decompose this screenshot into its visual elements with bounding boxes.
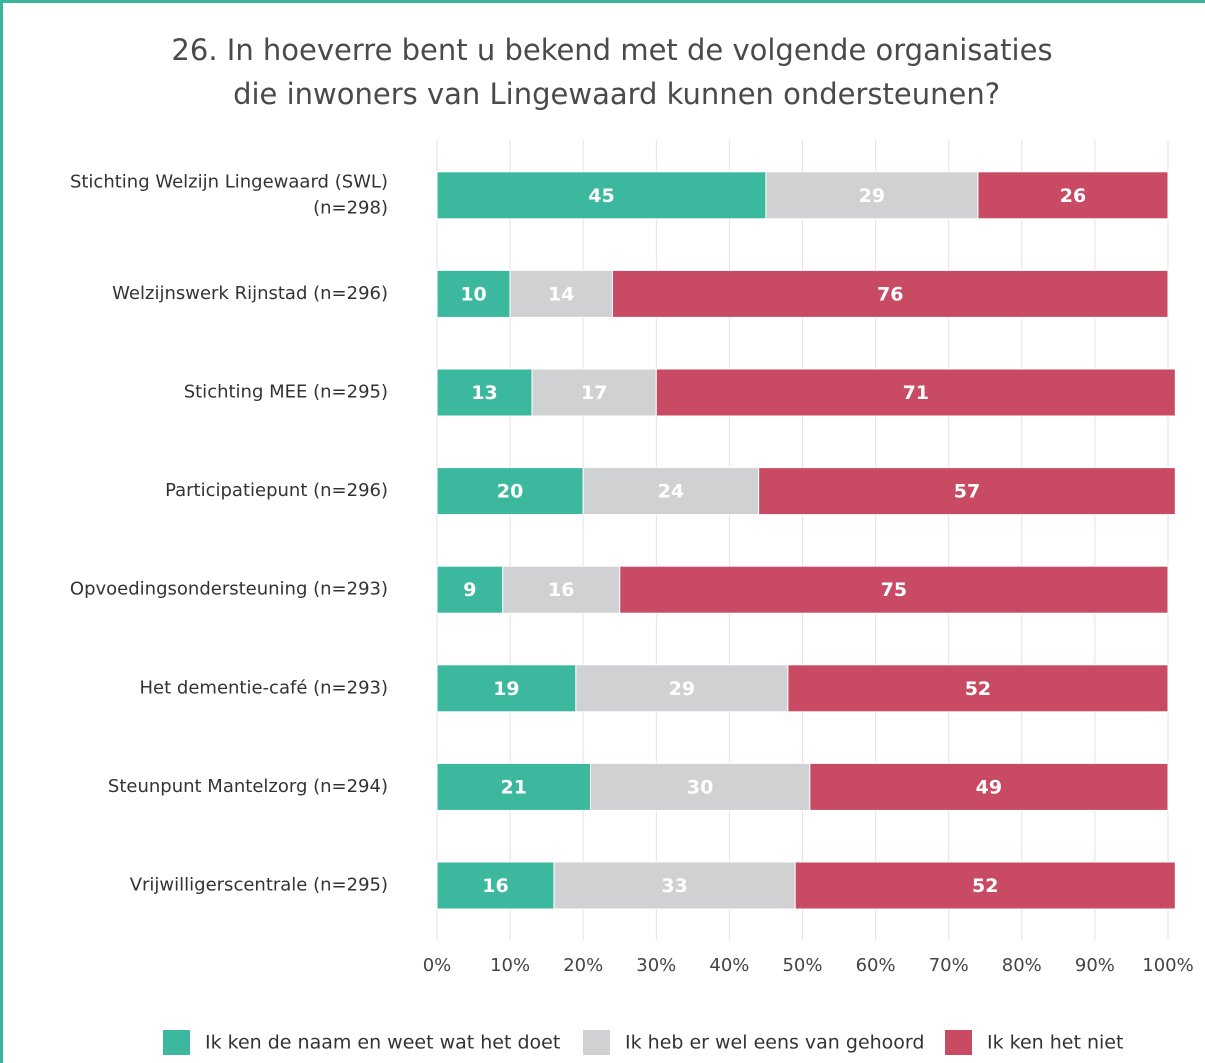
bar-segment <box>575 664 789 713</box>
x-tick-label: 40% <box>709 955 749 976</box>
x-tick-label: 10% <box>490 955 530 976</box>
value-label: 24 <box>658 481 684 503</box>
x-tick-label: 70% <box>929 955 969 976</box>
chart-title: 26. In hoeverre bent u bekend met de vol… <box>171 33 1052 111</box>
bar-segment <box>436 664 577 713</box>
bar-segment <box>436 861 555 910</box>
category-label: Participatiepunt (n=296) <box>165 480 388 501</box>
category-label: Het dementie-café (n=293) <box>140 677 388 698</box>
category-label: Vrijwilligerscentrale (n=295) <box>130 875 388 896</box>
x-tick-label: 80% <box>1002 955 1042 976</box>
value-label: 16 <box>548 579 574 601</box>
bar-segment <box>436 565 504 614</box>
value-label: 19 <box>493 678 519 700</box>
value-label: 30 <box>687 776 713 798</box>
bar-segment <box>794 861 1176 910</box>
bar-segment <box>619 565 1169 614</box>
x-tick-label: 0% <box>423 955 452 976</box>
bar-segment <box>590 762 811 811</box>
bar-segment <box>436 467 584 516</box>
value-label: 20 <box>497 481 523 503</box>
value-label: 13 <box>471 382 497 404</box>
value-label: 76 <box>877 283 903 305</box>
bar-segment <box>436 368 533 417</box>
value-label: 14 <box>548 283 574 305</box>
value-label: 29 <box>859 185 885 207</box>
bar-segment <box>758 467 1176 516</box>
value-label: 45 <box>588 185 614 207</box>
value-label: 49 <box>976 776 1002 798</box>
bar-segment <box>582 467 760 516</box>
x-tick-label: 90% <box>1075 955 1115 976</box>
grid <box>436 140 1169 940</box>
category-label: Steunpunt Mantelzorg (n=294) <box>108 776 388 797</box>
value-label: 10 <box>460 283 486 305</box>
value-label: 52 <box>965 678 991 700</box>
bar-segment <box>655 368 1176 417</box>
bar-segment <box>977 171 1169 220</box>
value-label: 71 <box>903 382 929 404</box>
bar-segment <box>553 861 796 910</box>
legend-swatch <box>163 1030 190 1055</box>
bar-segment <box>436 171 767 220</box>
x-tick-label: 30% <box>636 955 676 976</box>
value-label: 29 <box>669 678 695 700</box>
legend-swatch <box>945 1030 972 1055</box>
category-label: Welzijnswerk Rijnstad (n=296) <box>112 283 388 304</box>
value-label: 9 <box>463 579 476 601</box>
category-label: Stichting MEE (n=295) <box>184 382 388 403</box>
legend-label: Ik ken het niet <box>987 1032 1123 1054</box>
value-label: 75 <box>881 579 907 601</box>
value-label: 16 <box>482 875 508 897</box>
value-label: 52 <box>972 875 998 897</box>
value-label: 17 <box>581 382 607 404</box>
legend-label: Ik ken de naam en weet wat het doet <box>205 1032 560 1054</box>
bar-segment <box>611 269 1169 318</box>
x-tick-label: 50% <box>782 955 822 976</box>
bar-segment <box>502 565 621 614</box>
bar-segment <box>436 269 511 318</box>
category-label: Opvoedingsondersteuning (n=293) <box>70 579 388 600</box>
value-label: 33 <box>661 875 687 897</box>
bar-segment <box>765 171 979 220</box>
x-tick-label: 20% <box>563 955 603 976</box>
legend-swatch <box>583 1030 610 1055</box>
value-label: 57 <box>954 481 980 503</box>
bar-segment <box>509 269 613 318</box>
category-label: Stichting Welzijn Lingewaard (SWL) (n=29… <box>70 171 388 218</box>
legend-label: Ik heb er wel eens van gehoord <box>625 1032 924 1054</box>
x-tick-label: 60% <box>856 955 896 976</box>
x-tick-label: 100% <box>1142 955 1193 976</box>
value-label: 21 <box>501 776 527 798</box>
value-label: 26 <box>1060 185 1086 207</box>
bar-segment <box>809 762 1169 811</box>
bar-segment <box>787 664 1169 713</box>
